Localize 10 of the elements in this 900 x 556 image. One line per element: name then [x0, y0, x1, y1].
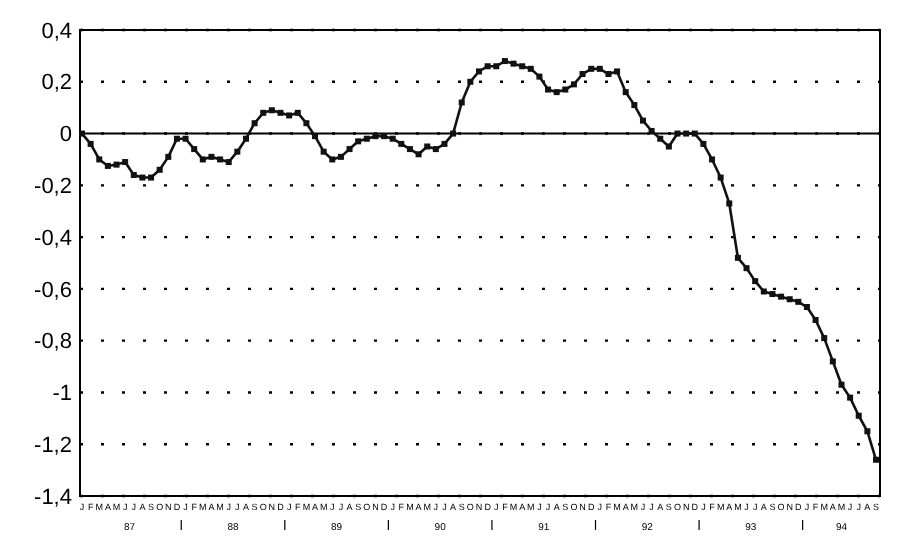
y-tick-label: -1: [52, 382, 72, 407]
y-tick-label: 0: [59, 123, 72, 148]
y-tick-label: -1,2: [34, 433, 72, 458]
y-tick-label: -0,6: [34, 278, 72, 303]
y-tick-label: -0,2: [34, 175, 72, 200]
y-tick-label: 0,4: [41, 19, 72, 44]
y-tick-label: -1,4: [34, 485, 72, 510]
y-tick-label: -0,8: [34, 330, 72, 355]
y-tick-label: 0,2: [41, 71, 72, 96]
y-tick-label: -0,4: [34, 226, 72, 251]
